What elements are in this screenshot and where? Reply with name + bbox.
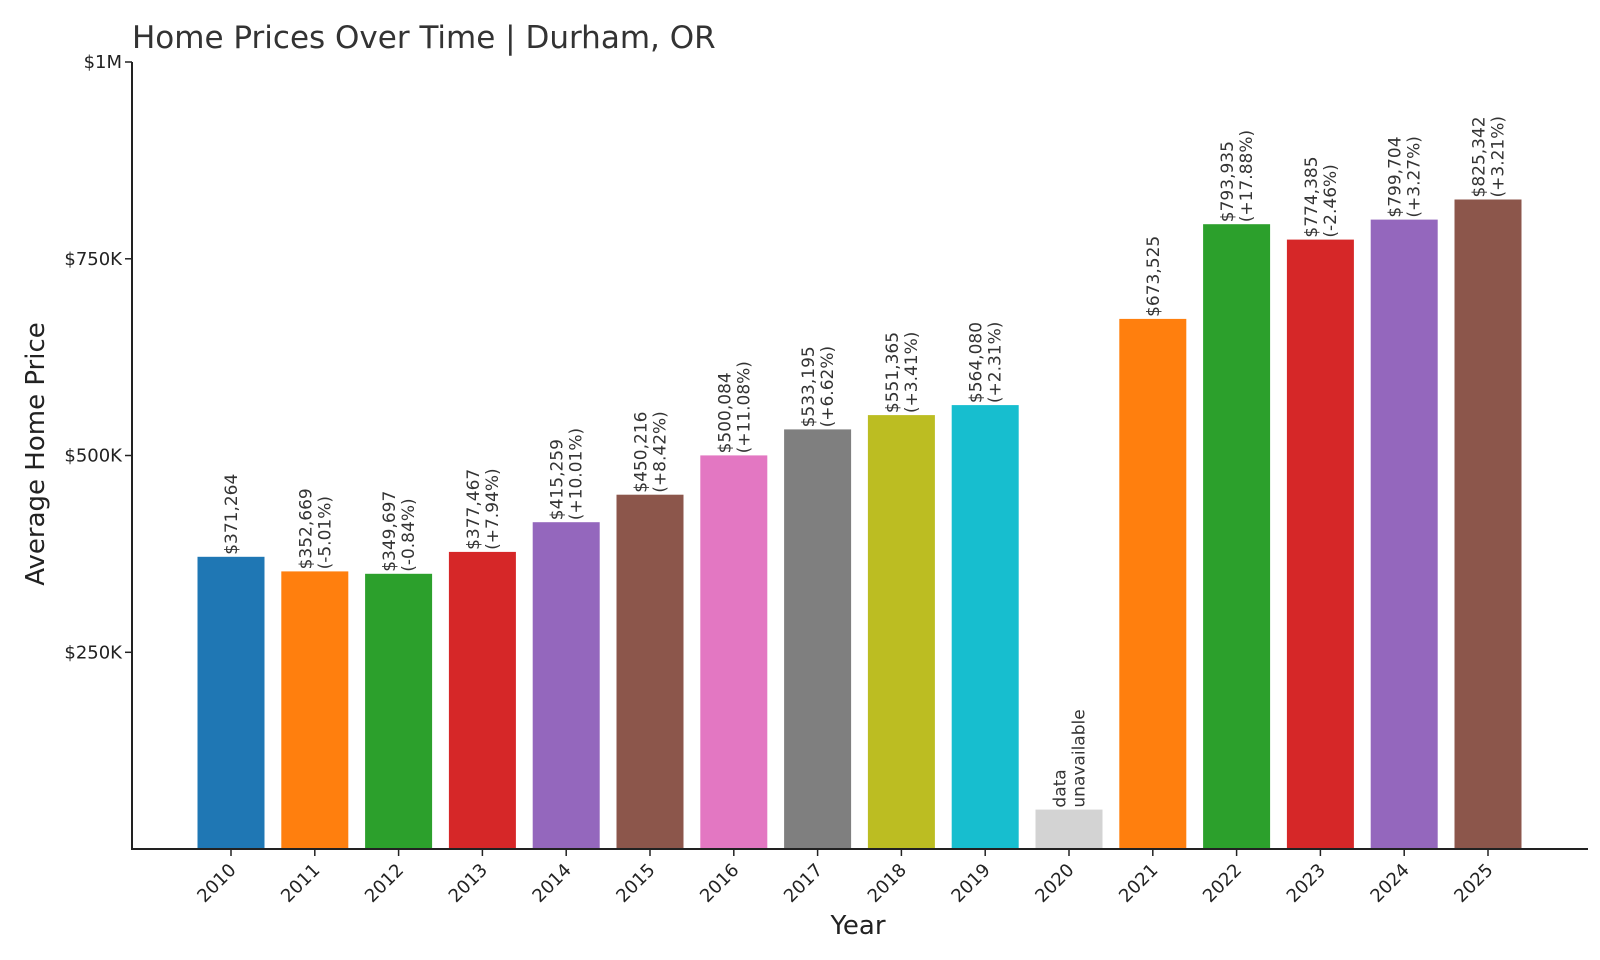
bar-2019: [951, 405, 1019, 849]
bar-2011: [281, 571, 349, 849]
x-tick-label: 2019: [947, 860, 994, 907]
bar-label-group-2024: $799,704 (+3.27%): [1386, 136, 1425, 218]
bar-2012: [365, 573, 433, 849]
x-axis-ticks: 2010 2011 2012 2013 2014 2015 2016 2017 2018 2019…: [193, 849, 1498, 907]
x-tick-label: 2018: [864, 860, 911, 907]
bar-change-label: (+10.01%): [567, 428, 587, 520]
x-tick-label: 2011: [277, 860, 324, 907]
bar-label-group-2011: $352,669 (-5.01%): [296, 488, 335, 569]
bar-value-label: $415,259: [548, 439, 568, 520]
y-tick-label: $1M: [84, 52, 122, 73]
x-tick-label: 2017: [780, 860, 827, 907]
bar-value-label: $377,467: [464, 469, 484, 550]
bar-value-label: $450,216: [632, 412, 652, 493]
bar-change-label: (+3.27%): [1405, 136, 1425, 218]
bar-label-group-2012: $349,697 (-0.84%): [380, 491, 419, 572]
bar-value-label: $799,704: [1386, 136, 1406, 217]
bar-label-group-2013: $377,467 (+7.94%): [464, 468, 503, 550]
bar-value-label: $825,342: [1470, 116, 1490, 197]
bar-2010: [197, 556, 265, 849]
chart-title: Home Prices Over Time | Durham, OR: [132, 20, 716, 56]
bar-label-group-2025: $825,342 (+3.21%): [1470, 116, 1509, 198]
bar-change-label: (+8.42%): [651, 411, 671, 493]
bar-change-label: unavailable: [1070, 709, 1090, 807]
x-tick-label: 2020: [1031, 860, 1078, 907]
bar-label-group-2010: $371,264: [222, 474, 242, 555]
bar-2018: [867, 415, 935, 849]
bar-value-label: $500,084: [715, 372, 735, 453]
bar-2016: [700, 455, 768, 849]
x-tick-label: 2010: [193, 860, 240, 907]
bar-change-label: (+6.62%): [818, 346, 838, 428]
bar-change-label: (+7.94%): [483, 468, 503, 550]
x-tick-label: 2023: [1283, 860, 1330, 907]
bar-value-label: $352,669: [296, 488, 316, 569]
y-tick-label: $250K: [64, 642, 123, 663]
bar-2020: [1035, 809, 1103, 849]
bar-value-label: $774,385: [1302, 156, 1322, 237]
bar-change-label: (-0.84%): [399, 498, 419, 571]
bar-change-label: (+2.31%): [986, 322, 1006, 404]
bar-label-group-2018: $551,365 (+3.41%): [883, 332, 922, 414]
y-axis-ticks: $250K $500K $750K $1M: [64, 52, 132, 663]
x-axis-title: Year: [829, 911, 885, 941]
bar-value-label: data: [1051, 769, 1071, 807]
bar-label-group-2015: $450,216 (+8.42%): [632, 411, 671, 493]
bar-change-label: (+17.88%): [1237, 130, 1257, 222]
bar-label-group-2014: $415,259 (+10.01%): [548, 428, 587, 520]
bar-change-label: (+11.08%): [734, 361, 754, 453]
x-tick-label: 2022: [1199, 860, 1246, 907]
bar-2014: [532, 522, 600, 849]
bar-value-label: $793,935: [1218, 141, 1238, 222]
bar-value-label: $349,697: [380, 491, 400, 572]
x-tick-label: 2014: [528, 860, 575, 907]
y-tick-label: $500K: [64, 446, 123, 467]
bar-2017: [784, 429, 852, 849]
bar-value-label: $564,080: [967, 322, 987, 403]
bar-change-label: (+3.41%): [902, 332, 922, 414]
bar-change-label: (-2.46%): [1321, 164, 1341, 237]
bar-2022: [1203, 224, 1271, 849]
bar-2024: [1370, 219, 1438, 850]
x-tick-label: 2016: [696, 860, 743, 907]
bar-label-group-2017: $533,195 (+6.62%): [799, 346, 838, 428]
y-tick-label: $750K: [64, 249, 123, 270]
bar-change-label: (-5.01%): [315, 496, 335, 569]
x-tick-label: 2025: [1450, 860, 1497, 907]
bar-2025: [1454, 199, 1522, 849]
bar-label-group-2016: $500,084 (+11.08%): [715, 361, 754, 453]
x-tick-label: 2015: [612, 860, 659, 907]
bar-label-group-2021: $673,525: [1144, 236, 1164, 317]
bar-2013: [448, 551, 516, 849]
bar-label-group-2023: $774,385 (-2.46%): [1302, 156, 1341, 237]
bar-label-group-2019: $564,080 (+2.31%): [967, 322, 1006, 404]
bars-layer: [197, 199, 1522, 850]
bar-2021: [1119, 318, 1187, 849]
x-tick-label: 2021: [1115, 860, 1162, 907]
bar-labels-layer: $371,264 $352,669 (-5.01%) $349,697 (-0.84%)…: [222, 116, 1509, 808]
bar-value-label: $533,195: [799, 346, 819, 427]
bar-value-label: $673,525: [1144, 236, 1164, 317]
bar-2015: [616, 494, 684, 849]
x-tick-label: 2012: [361, 860, 408, 907]
bar-value-label: $371,264: [222, 474, 242, 555]
x-tick-label: 2013: [445, 860, 492, 907]
bar-change-label: (+3.21%): [1489, 116, 1509, 198]
bar-2023: [1286, 239, 1354, 850]
x-tick-label: 2024: [1366, 860, 1413, 907]
y-axis-title: Average Home Price: [21, 322, 51, 586]
bar-label-group-2022: $793,935 (+17.88%): [1218, 130, 1257, 222]
bar-label-group-2020: data unavailable: [1051, 709, 1090, 807]
bar-value-label: $551,365: [883, 332, 903, 413]
